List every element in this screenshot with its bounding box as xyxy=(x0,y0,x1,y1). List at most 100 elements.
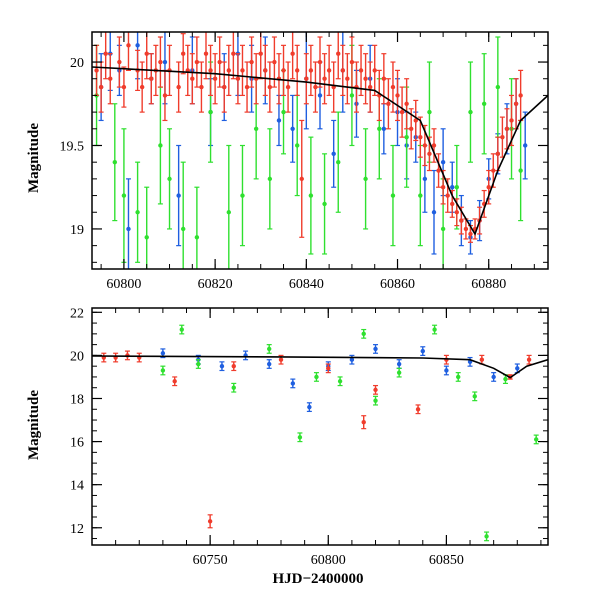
top-data-point xyxy=(381,53,387,105)
marker xyxy=(500,134,505,140)
marker xyxy=(139,84,145,90)
top-data-point xyxy=(312,61,318,113)
top-data-point xyxy=(226,44,232,97)
top-data-point xyxy=(176,144,182,247)
marker xyxy=(267,361,272,367)
marker xyxy=(373,346,378,352)
bot-data-point xyxy=(325,363,331,374)
marker xyxy=(253,126,259,132)
marker xyxy=(454,210,459,215)
marker xyxy=(444,368,449,373)
marker xyxy=(212,76,218,81)
marker xyxy=(381,76,387,81)
marker xyxy=(290,381,296,386)
top-data-point xyxy=(121,66,127,108)
marker xyxy=(373,387,378,393)
marker xyxy=(222,84,227,90)
marker xyxy=(340,68,345,73)
y-tick-label: 16 xyxy=(70,436,84,451)
marker xyxy=(432,327,437,332)
top-data-point xyxy=(180,33,186,75)
marker xyxy=(126,226,131,232)
top-panel: 60800 60820 60840 60860 60880 19 19.5 20 Magnit… xyxy=(26,31,549,292)
marker xyxy=(112,159,118,165)
marker xyxy=(244,84,250,90)
marker xyxy=(278,357,284,362)
bottom-axes: 60750 60800 60850 12 14 16 18 20 22 xyxy=(70,306,549,568)
top-data-point xyxy=(262,44,268,97)
marker xyxy=(94,68,99,73)
marker xyxy=(240,68,245,73)
marker xyxy=(404,101,409,106)
top-data-point xyxy=(180,161,186,269)
top-data-point xyxy=(431,169,437,255)
marker xyxy=(121,193,127,198)
marker xyxy=(381,126,387,132)
top-data-point xyxy=(303,53,309,105)
top-data-point xyxy=(267,128,273,230)
marker xyxy=(167,176,172,182)
top-data-point xyxy=(522,111,528,180)
bottom-panel: 60750 60800 60850 12 14 16 18 20 22 Magnitude HJ… xyxy=(26,306,549,587)
top-data-point xyxy=(290,94,296,163)
top-data-point xyxy=(358,44,364,97)
marker xyxy=(117,59,122,65)
top-data-point xyxy=(290,32,296,80)
bot-data-point xyxy=(290,378,296,389)
top-data-point xyxy=(125,178,131,269)
marker xyxy=(322,76,327,81)
marker xyxy=(162,59,168,65)
marker xyxy=(336,51,341,56)
bot-data-point xyxy=(306,402,312,413)
marker xyxy=(326,366,331,371)
top-data-point xyxy=(372,44,378,97)
bottom-y-axis-title: Magnitude xyxy=(26,390,42,460)
marker xyxy=(349,93,355,98)
y-tick-label: 12 xyxy=(70,522,84,537)
marker xyxy=(526,357,532,362)
top-data-point xyxy=(467,61,473,163)
top-data-point xyxy=(125,32,131,71)
marker xyxy=(491,168,496,173)
marker xyxy=(190,76,195,81)
marker xyxy=(203,51,209,56)
top-data-point xyxy=(322,53,328,105)
marker xyxy=(509,118,514,123)
bot-data-point xyxy=(396,367,402,378)
bot-data-point xyxy=(266,359,272,369)
top-data-point xyxy=(239,44,245,97)
marker xyxy=(181,51,186,56)
x-tick-label: 60800 xyxy=(311,553,346,568)
marker xyxy=(172,379,177,384)
y-tick-label: 18 xyxy=(70,392,84,407)
bot-data-point xyxy=(231,382,237,393)
marker xyxy=(367,84,373,90)
marker xyxy=(179,327,184,332)
marker xyxy=(337,379,343,384)
bot-data-point xyxy=(533,434,539,445)
top-data-point xyxy=(481,53,487,155)
top-data-point xyxy=(486,169,492,205)
top-data-point xyxy=(244,61,250,113)
bot-data-point xyxy=(455,372,461,382)
marker xyxy=(515,366,520,371)
top-data-point xyxy=(509,94,515,147)
top-data-point xyxy=(226,144,232,269)
marker xyxy=(399,109,405,115)
top-data-point xyxy=(281,44,287,97)
top-data-point xyxy=(194,36,200,88)
marker xyxy=(196,361,201,367)
y-tick-label: 20 xyxy=(70,56,84,71)
top-data-point xyxy=(176,61,182,113)
marker xyxy=(456,374,461,380)
bot-data-point xyxy=(231,361,237,372)
marker xyxy=(395,93,400,98)
marker xyxy=(479,357,485,362)
bot-data-point xyxy=(219,361,225,372)
marker xyxy=(295,143,300,148)
top-data-point xyxy=(230,32,236,80)
marker xyxy=(181,226,186,232)
top-data-point xyxy=(417,116,423,158)
top-data-point xyxy=(189,53,195,105)
